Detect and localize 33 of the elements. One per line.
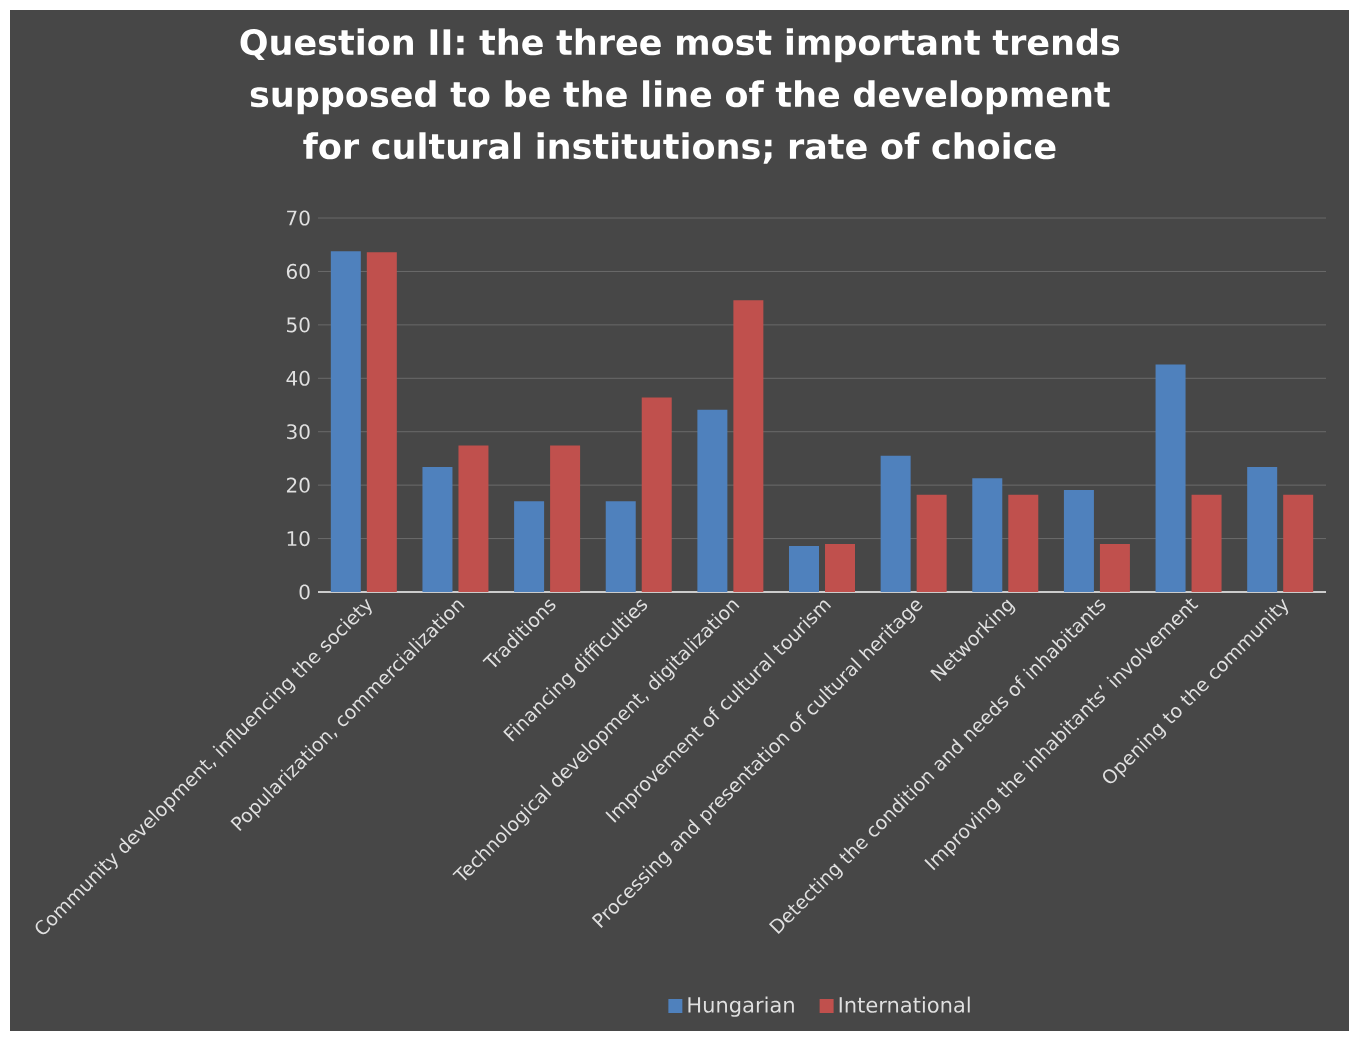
bar [330, 251, 361, 592]
bar [458, 445, 489, 592]
y-tick-label: 60 [286, 263, 310, 279]
y-tick-label: 40 [286, 370, 310, 386]
y-tick-label: 50 [287, 317, 310, 333]
legend-label: Hungarian [688, 996, 794, 1017]
bar [366, 252, 397, 592]
bar [550, 445, 581, 592]
bar [916, 494, 947, 592]
y-tick-label: 70 [287, 210, 310, 226]
bar [514, 501, 545, 592]
bar [825, 543, 856, 592]
bar [1155, 364, 1186, 592]
y-tick-label: 0 [299, 584, 310, 600]
bar [422, 466, 453, 592]
bar [697, 409, 728, 592]
y-tick-label: 30 [287, 424, 310, 440]
bar [641, 397, 672, 592]
bar [1247, 466, 1278, 592]
bar [880, 455, 911, 592]
bar [1099, 543, 1130, 592]
bar [1191, 494, 1222, 592]
bar [1008, 494, 1039, 592]
chart-title: Question II: the three most important trends supposed to be the line of the development for cultural institutions; rate of choice [240, 28, 1120, 164]
bar [972, 478, 1003, 592]
y-tick-label: 10 [287, 530, 310, 547]
bar [1063, 489, 1094, 592]
y-tick-label: 20 [286, 477, 310, 493]
legend-label: International [839, 996, 970, 1013]
bar [789, 546, 820, 592]
bar [605, 501, 636, 592]
bar [1283, 494, 1314, 592]
bar [733, 300, 764, 592]
